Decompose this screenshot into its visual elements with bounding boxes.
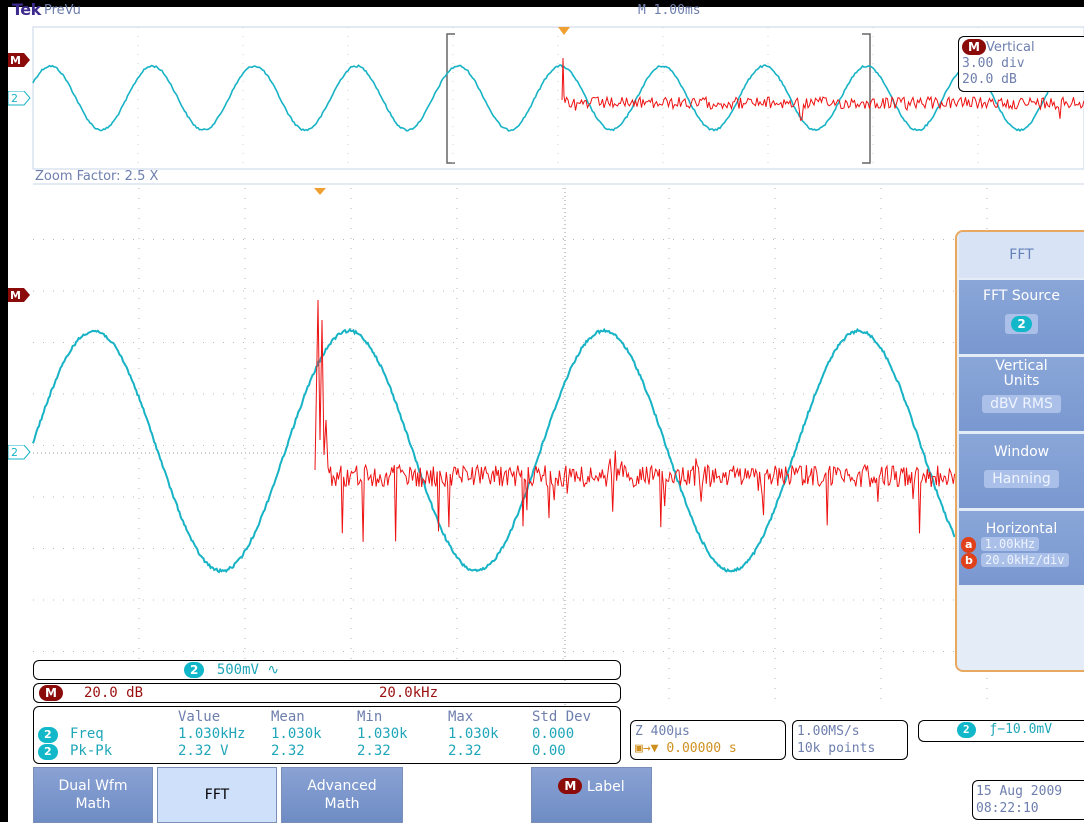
meas-header-std: Std Dev xyxy=(532,709,592,725)
window-value: Hanning xyxy=(984,470,1059,488)
h-a-value: 1.00kHz xyxy=(980,537,1040,551)
meas-header-mean: Mean xyxy=(271,709,305,725)
units-label-2: Units xyxy=(1003,373,1040,389)
svg-text:2: 2 xyxy=(11,92,18,105)
overview-ch2-trace xyxy=(32,64,1084,132)
vertical-units-button[interactable]: Vertical Units dBV RMS xyxy=(959,357,1084,431)
overview-math-trace xyxy=(561,57,1084,121)
ch2-badge: 2 xyxy=(184,662,205,678)
brand-logo: Tek xyxy=(12,0,41,19)
date: 15 Aug 2009 xyxy=(976,784,1063,799)
overview-graticule xyxy=(32,26,1084,170)
svg-text:2: 2 xyxy=(11,446,18,459)
vertical-math-badge: M xyxy=(962,39,986,55)
zoom-time-readout[interactable]: Z 400µs ▣→▼ 0.00000 s xyxy=(630,720,786,760)
math-scale-readout[interactable]: M 20.0 dB 20.0kHz xyxy=(33,683,621,703)
advanced-label-2: Math xyxy=(324,796,360,812)
advanced-label-1: Advanced xyxy=(307,778,377,794)
horizontal-button[interactable]: Horizontal a 1.00kHz b 20.0kHz/div xyxy=(959,511,1084,585)
h-b-value: 20.0kHz/div xyxy=(981,553,1069,567)
dual-wfm-math-button[interactable]: Dual Wfm Math xyxy=(33,767,153,823)
math-scale: 20.0 dB xyxy=(84,685,144,701)
math-freq: 20.0kHz xyxy=(379,685,439,701)
main-ch2-trace xyxy=(32,327,956,574)
meas-row-2-name: Pk-Pk xyxy=(70,743,113,759)
trigger-badge: 2 xyxy=(957,722,976,738)
trigger-position-icon: ▣→▼ xyxy=(635,741,659,756)
units-label-1: Vertical xyxy=(995,358,1048,374)
fft-source-value: 2 xyxy=(1011,316,1032,332)
record-length: 10k points xyxy=(797,741,876,756)
label-math-badge: M xyxy=(558,778,583,794)
meas-row-1-badge: 2 xyxy=(38,727,58,743)
fft-source-button[interactable]: FFT Source 2 xyxy=(959,280,1084,354)
meas-row-2-std: 0.00 xyxy=(532,743,566,759)
h-a-badge: a xyxy=(961,537,977,553)
meas-header-min: Min xyxy=(357,709,383,725)
meas-row-1-mean: 1.030k xyxy=(271,726,322,742)
advanced-math-button[interactable]: Advanced Math xyxy=(281,767,403,823)
meas-header-max: Max xyxy=(448,709,474,725)
label-button[interactable]: M Label xyxy=(531,767,652,823)
meas-row-2-min: 2.32 xyxy=(357,743,391,759)
fft-source-label: FFT Source xyxy=(983,288,1060,304)
svg-text:M: M xyxy=(10,289,21,302)
window-button[interactable]: Window Hanning xyxy=(959,434,1084,508)
fft-label: FFT xyxy=(204,787,230,803)
zoom-factor-label: Zoom Factor: 2.5 X xyxy=(35,169,159,184)
h-b-badge: b xyxy=(961,553,977,569)
acquisition-readout[interactable]: 1.00MS/s 10k points xyxy=(792,720,908,760)
ch2-marker-overview[interactable]: 2 xyxy=(7,90,32,106)
horizontal-label: Horizontal xyxy=(985,521,1058,537)
math-badge: M xyxy=(39,685,63,701)
math-marker-overview[interactable]: M xyxy=(8,53,30,68)
left-frame xyxy=(0,0,8,822)
datetime-readout: 15 Aug 2009 08:22:10 xyxy=(972,780,1084,820)
vertical-div: 3.00 div xyxy=(962,56,1025,71)
meas-row-2-value: 2.32 V xyxy=(178,743,229,759)
meas-header-value: Value xyxy=(178,709,221,725)
meas-row-1-value: 1.030kHz xyxy=(178,726,246,742)
side-menu-title: FFT xyxy=(959,232,1084,278)
ch2-scale: 500mV ∿ xyxy=(216,662,280,678)
dual-wfm-label-2: Math xyxy=(75,796,111,812)
measurement-table[interactable]: Value Mean Min Max Std Dev 2 Freq 1.030k… xyxy=(33,706,621,764)
time: 08:22:10 xyxy=(976,801,1039,816)
sample-rate: 1.00MS/s xyxy=(797,724,860,739)
meas-row-1-min: 1.030k xyxy=(357,726,408,742)
meas-row-2-max: 2.32 xyxy=(448,743,482,759)
trigger-marker-top xyxy=(558,27,570,35)
trigger-readout[interactable]: 2 ƒ−10.0mV xyxy=(918,720,1084,742)
zoom-window-bracket-right xyxy=(862,33,871,164)
meas-row-2-badge: 2 xyxy=(38,744,58,760)
units-value: dBV RMS xyxy=(982,395,1061,413)
dual-wfm-label-1: Dual Wfm xyxy=(58,778,128,794)
zoom-window-bracket-left xyxy=(446,33,455,164)
ch2-scale-readout[interactable]: 2 500mV ∿ xyxy=(33,660,621,680)
vertical-readout[interactable]: M Vertical 3.00 div 20.0 dB xyxy=(958,36,1084,92)
meas-row-1-std: 0.000 xyxy=(532,726,575,742)
fft-side-menu: FFT FFT Source 2 Vertical Units dBV RMS W… xyxy=(955,230,1084,672)
vertical-db: 20.0 dB xyxy=(962,72,1017,87)
main-math-trace xyxy=(314,299,956,542)
label-text: Label xyxy=(586,779,625,795)
meas-row-1-max: 1.030k xyxy=(448,726,499,742)
trigger-position: 0.00000 s xyxy=(666,741,737,756)
svg-text:M: M xyxy=(10,54,21,67)
vertical-title: Vertical xyxy=(985,40,1035,55)
trigger-marker-main xyxy=(314,188,326,195)
ch2-marker-main[interactable]: 2 xyxy=(7,444,32,460)
timebase-readout: M 1.00ms xyxy=(638,3,701,18)
meas-row-1-name: Freq xyxy=(70,726,104,742)
math-marker-main[interactable]: M xyxy=(8,288,30,303)
acquisition-mode: PreVu xyxy=(44,3,81,18)
fft-button[interactable]: FFT xyxy=(157,767,277,823)
window-label: Window xyxy=(993,444,1050,460)
meas-row-2-mean: 2.32 xyxy=(271,743,305,759)
zoom-time: Z 400µs xyxy=(635,724,690,739)
trigger-level: ƒ−10.0mV xyxy=(989,722,1053,737)
top-status-bar xyxy=(0,0,1084,23)
